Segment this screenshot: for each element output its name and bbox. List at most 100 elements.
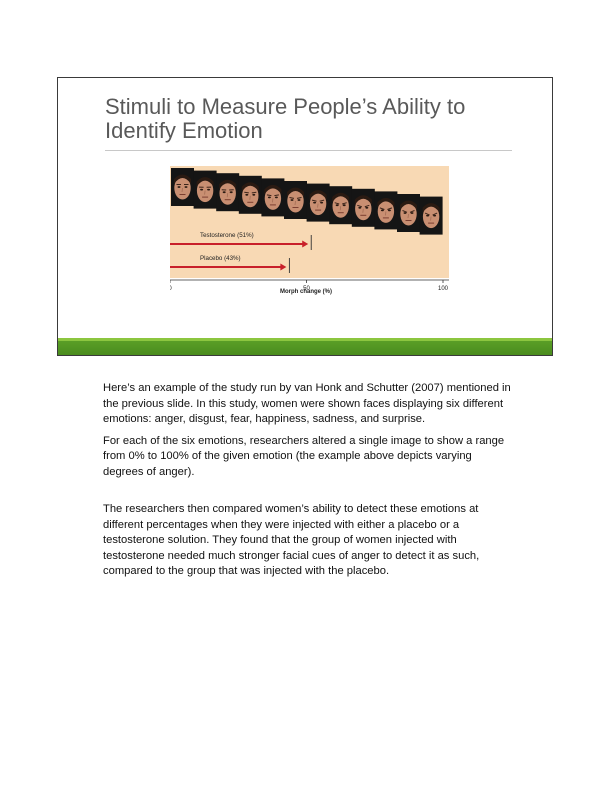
face-image xyxy=(374,191,398,230)
face-nose xyxy=(407,213,409,219)
notes-paragraph-2: For each of the six emotions, researcher… xyxy=(103,434,505,478)
face-brow-left xyxy=(424,212,430,216)
face-eye-right xyxy=(365,206,369,209)
bar-arrow-head xyxy=(280,263,287,271)
face-eye-left xyxy=(335,204,339,207)
face-image xyxy=(216,173,240,212)
face-image xyxy=(329,186,353,225)
face-image xyxy=(397,194,420,232)
face-eye-left xyxy=(358,206,362,209)
face-image xyxy=(261,178,285,217)
x-tick-label: 0 xyxy=(170,286,172,292)
face-eye-left xyxy=(403,212,407,214)
face-image xyxy=(238,175,262,214)
morph-chart: Testosterone (51%) Placebo (43%) 0 50 100 M… xyxy=(170,166,449,295)
face-hair xyxy=(219,179,237,190)
face-brow-left xyxy=(311,199,317,202)
face-skin xyxy=(219,181,236,205)
face-brow-left xyxy=(266,194,272,197)
face-eye-right xyxy=(433,214,437,217)
slide-title: Stimuli to Measure People’s Ability to I… xyxy=(105,94,466,143)
bar-group: Testosterone (51%) Placebo (43%) xyxy=(170,232,312,273)
bar-arrow-head xyxy=(302,240,309,248)
face-eye-right xyxy=(320,201,324,204)
face-hair xyxy=(422,203,440,213)
face-brow-left xyxy=(357,204,362,208)
face-eye-right xyxy=(207,188,211,191)
x-tick-label: 100 xyxy=(438,286,449,292)
face-nose xyxy=(385,211,387,216)
face-brow-right xyxy=(319,199,325,202)
face-nose xyxy=(317,203,319,208)
face-image xyxy=(351,188,375,227)
face-eye-right xyxy=(184,186,188,188)
slide-accent-bar xyxy=(58,338,552,355)
face-image xyxy=(419,196,443,235)
face-image xyxy=(284,181,307,219)
face-image xyxy=(171,168,194,206)
face-brow-right xyxy=(296,197,302,199)
face-brow-left xyxy=(289,197,295,199)
face-hair xyxy=(377,197,395,208)
face-eye-left xyxy=(380,209,384,212)
face-brow-right xyxy=(274,194,279,197)
face-eye-left xyxy=(222,191,226,194)
bar-label: Testosterone (51%) xyxy=(200,232,254,239)
face-eye-left xyxy=(200,188,204,191)
face-hair xyxy=(264,184,282,195)
face-brow-right xyxy=(342,202,347,205)
face-eye-right xyxy=(274,196,278,199)
face-skin xyxy=(264,186,282,210)
title-divider xyxy=(105,150,512,151)
face-eye-left xyxy=(426,214,430,217)
face-eye-left xyxy=(290,199,294,201)
face-brow-right xyxy=(409,210,415,213)
face-eye-right xyxy=(297,199,301,201)
face-hair xyxy=(196,177,214,187)
notes-paragraph-1: Here’s an example of the study run by va… xyxy=(103,382,511,425)
slide-notes: Here’s an example of the study run by va… xyxy=(103,381,513,586)
face-eye-right xyxy=(342,204,346,207)
face-nose xyxy=(181,187,183,193)
face-brow-right xyxy=(364,204,370,208)
face-eye-left xyxy=(267,196,271,199)
face-nose xyxy=(294,200,296,206)
face-image xyxy=(306,183,330,222)
notes-paragraph-3: The researchers then compared women’s ab… xyxy=(103,503,480,577)
face-brow-left xyxy=(244,191,249,194)
face-brow-left xyxy=(379,207,385,210)
face-hair xyxy=(354,195,372,205)
face-strip xyxy=(171,168,443,235)
slide-frame: Stimuli to Measure People’s Ability to I… xyxy=(57,77,553,356)
face-eye-left xyxy=(245,193,249,196)
face-image xyxy=(193,170,217,209)
tick-group: 0 50 100 xyxy=(170,280,449,292)
face-brow-left xyxy=(402,210,408,213)
face-hair xyxy=(309,190,327,200)
face-hair xyxy=(400,200,417,210)
face-hair xyxy=(241,182,259,192)
face-nose xyxy=(272,198,274,203)
face-nose xyxy=(339,206,342,211)
x-tick-label: 50 xyxy=(303,286,310,292)
face-nose xyxy=(226,193,229,198)
bar-label: Placebo (43%) xyxy=(200,255,241,262)
face-eye-right xyxy=(229,191,233,194)
face-hair xyxy=(287,187,304,197)
x-axis-label: Morph change (%) xyxy=(280,289,332,295)
morph-figure: Testosterone (51%) Placebo (43%) 0 50 100 M… xyxy=(170,166,449,295)
face-nose xyxy=(249,195,251,200)
face-brow-left xyxy=(334,202,340,205)
face-eye-left xyxy=(177,186,181,188)
face-brow-right xyxy=(251,191,257,194)
face-nose xyxy=(430,216,432,221)
face-brow-right xyxy=(432,212,438,216)
face-skin xyxy=(332,194,349,218)
face-skin xyxy=(377,199,395,223)
face-eye-right xyxy=(387,209,391,212)
face-eye-left xyxy=(313,201,317,204)
face-eye-right xyxy=(410,212,414,214)
face-nose xyxy=(362,208,364,213)
face-hair xyxy=(332,192,350,203)
face-brow-right xyxy=(387,207,393,210)
